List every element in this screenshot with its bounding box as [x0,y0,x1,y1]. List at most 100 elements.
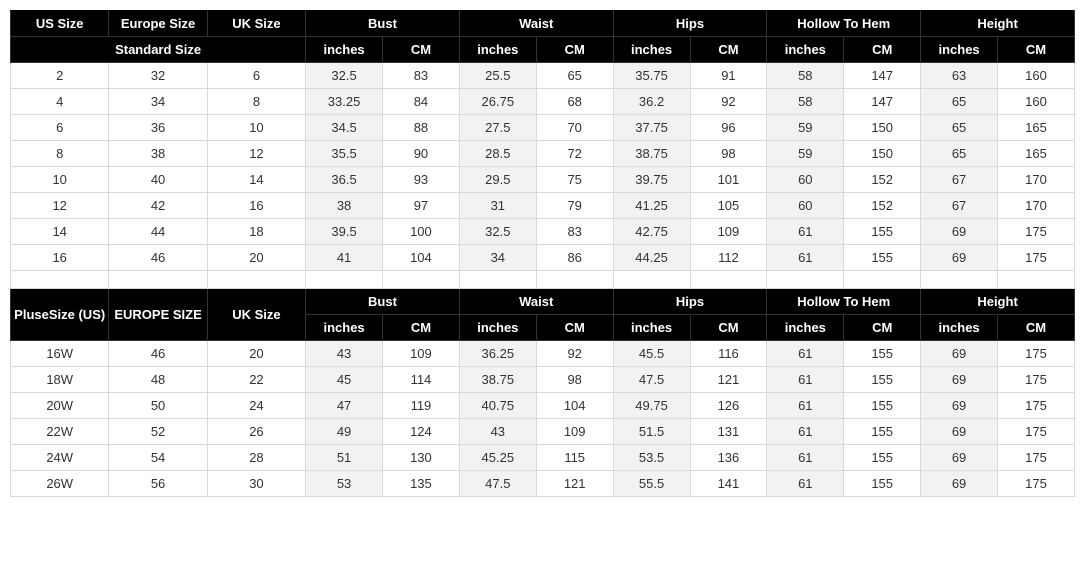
cell-hips_in: 44.25 [613,245,690,271]
cell-eu: 46 [109,245,207,271]
cell-h_cm: 175 [998,419,1075,445]
cell-bust_in: 36.5 [306,167,383,193]
col-group-height: Height [921,11,1075,37]
cell-hth_cm: 155 [844,219,921,245]
cell-hips_cm: 112 [690,245,767,271]
cell-hips_in: 47.5 [613,367,690,393]
cell-hth_in: 61 [767,445,844,471]
cell-hth_in: 59 [767,115,844,141]
cell-bust_cm: 88 [383,115,460,141]
cell-h_cm: 175 [998,445,1075,471]
cell-us: 4 [11,89,109,115]
cell-bust_cm: 104 [383,245,460,271]
cell-eu: 42 [109,193,207,219]
cell-uk: 6 [207,63,305,89]
cell-waist_in: 45.25 [459,445,536,471]
cell-waist_in: 40.75 [459,393,536,419]
table-row: 26W56305313547.512155.51416115569175 [11,471,1075,497]
col-plus-europe: EUROPE SIZE [109,289,207,341]
cell-bust_cm: 124 [383,419,460,445]
cell-hips_in: 39.75 [613,167,690,193]
cell-h_in: 69 [921,245,998,271]
cell-uk: 18 [207,219,305,245]
table-row: 24W54285113045.2511553.51366115569175 [11,445,1075,471]
sub-cm: CM [690,37,767,63]
cell-us: 12 [11,193,109,219]
cell-waist_cm: 83 [536,219,613,245]
cell-waist_in: 43 [459,419,536,445]
cell-us: 18W [11,367,109,393]
cell-bust_cm: 135 [383,471,460,497]
col-europe-size: Europe Size [109,11,207,37]
cell-hips_cm: 131 [690,419,767,445]
cell-h_in: 65 [921,89,998,115]
cell-hth_in: 61 [767,419,844,445]
sub-cm: CM [383,315,460,341]
cell-hips_in: 36.2 [613,89,690,115]
cell-eu: 36 [109,115,207,141]
standard-header: US Size Europe Size UK Size Bust Waist H… [11,11,1075,63]
cell-eu: 44 [109,219,207,245]
cell-us: 8 [11,141,109,167]
cell-hips_cm: 116 [690,341,767,367]
cell-hips_in: 35.75 [613,63,690,89]
cell-eu: 40 [109,167,207,193]
cell-waist_cm: 68 [536,89,613,115]
cell-hth_cm: 150 [844,115,921,141]
cell-us: 6 [11,115,109,141]
sub-cm: CM [536,37,613,63]
cell-hth_in: 61 [767,393,844,419]
cell-hips_in: 49.75 [613,393,690,419]
cell-hth_cm: 147 [844,63,921,89]
cell-bust_in: 49 [306,419,383,445]
cell-hips_cm: 105 [690,193,767,219]
cell-waist_in: 34 [459,245,536,271]
cell-h_in: 65 [921,115,998,141]
cell-bust_cm: 97 [383,193,460,219]
sub-cm: CM [690,315,767,341]
cell-uk: 24 [207,393,305,419]
cell-eu: 32 [109,63,207,89]
cell-hth_in: 58 [767,63,844,89]
col-group-hollow-to-hem: Hollow To Hem [767,11,921,37]
table-row: 232632.58325.56535.75915814763160 [11,63,1075,89]
cell-us: 22W [11,419,109,445]
cell-bust_in: 45 [306,367,383,393]
col-group-hollow-to-hem: Hollow To Hem [767,289,921,315]
cell-hth_in: 60 [767,193,844,219]
sub-cm: CM [844,37,921,63]
cell-h_cm: 160 [998,89,1075,115]
cell-bust_in: 35.5 [306,141,383,167]
sub-inches: inches [459,315,536,341]
cell-h_in: 69 [921,219,998,245]
cell-bust_in: 51 [306,445,383,471]
cell-hips_cm: 141 [690,471,767,497]
table-row: 434833.258426.756836.2925814765160 [11,89,1075,115]
cell-uk: 28 [207,445,305,471]
cell-hips_in: 55.5 [613,471,690,497]
cell-bust_in: 34.5 [306,115,383,141]
sub-inches: inches [767,37,844,63]
cell-uk: 22 [207,367,305,393]
sub-cm: CM [844,315,921,341]
col-group-hips: Hips [613,289,767,315]
cell-hips_cm: 101 [690,167,767,193]
cell-hth_in: 60 [767,167,844,193]
cell-hth_cm: 150 [844,141,921,167]
cell-h_cm: 175 [998,219,1075,245]
cell-hth_in: 59 [767,141,844,167]
sub-inches: inches [306,37,383,63]
cell-bust_cm: 100 [383,219,460,245]
cell-h_in: 69 [921,445,998,471]
cell-hth_cm: 147 [844,89,921,115]
cell-hips_cm: 96 [690,115,767,141]
cell-bust_in: 53 [306,471,383,497]
cell-hips_cm: 121 [690,367,767,393]
cell-eu: 48 [109,367,207,393]
cell-uk: 14 [207,167,305,193]
cell-hth_in: 61 [767,471,844,497]
cell-h_in: 69 [921,471,998,497]
col-us-size: US Size [11,11,109,37]
plus-body: 16W46204310936.259245.5116611556917518W4… [11,341,1075,497]
cell-waist_cm: 86 [536,245,613,271]
